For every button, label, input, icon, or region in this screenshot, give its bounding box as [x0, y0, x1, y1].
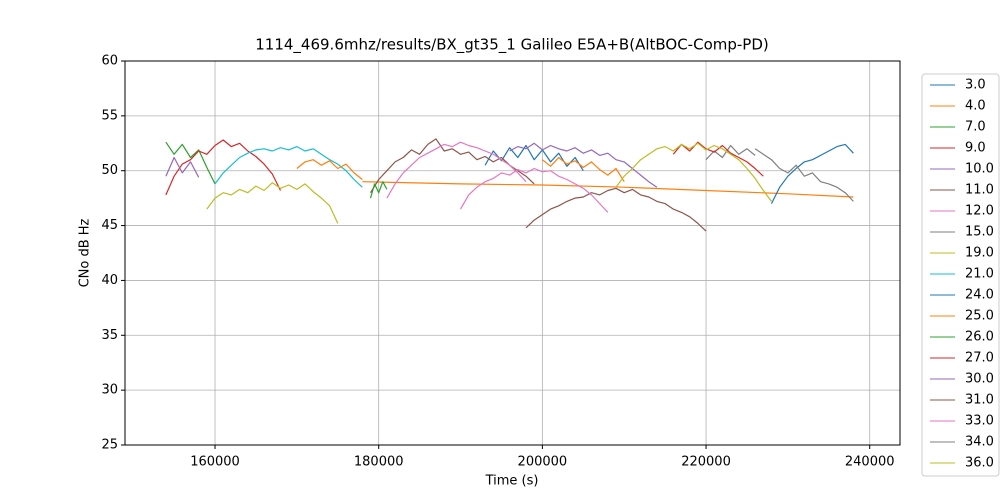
series-line — [165, 139, 282, 196]
series-line — [459, 167, 609, 213]
x-tick-label: 240000 — [845, 455, 895, 470]
series-line — [705, 144, 756, 161]
legend-label: 10.0 — [965, 162, 994, 177]
legend-label: 30.0 — [965, 372, 994, 387]
x-axis-label: Time (s) — [485, 474, 539, 489]
x-tick-label: 220000 — [681, 455, 731, 470]
legend-label: 24.0 — [965, 288, 994, 303]
y-tick-label: 45 — [101, 218, 118, 233]
legend-label: 25.0 — [965, 309, 994, 324]
series-line — [525, 187, 707, 232]
y-tick-label: 55 — [101, 108, 118, 123]
legend-label: 7.0 — [965, 120, 986, 135]
series-line — [165, 141, 216, 185]
y-tick-label: 35 — [101, 328, 118, 343]
x-tick-label: 180000 — [354, 455, 404, 470]
series-line — [206, 182, 339, 224]
legend-label: 3.0 — [965, 78, 986, 93]
y-tick-label: 30 — [101, 383, 118, 398]
legend-label: 19.0 — [965, 246, 994, 261]
series-line — [369, 181, 388, 199]
legend-label: 9.0 — [965, 141, 986, 156]
legend-label: 27.0 — [965, 351, 994, 366]
legend-label: 21.0 — [965, 267, 994, 282]
series-line — [165, 156, 200, 178]
x-tick-label: 200000 — [518, 455, 568, 470]
series-line — [362, 181, 854, 198]
legend-label: 4.0 — [965, 99, 986, 114]
series-line — [672, 141, 764, 177]
y-tick-label: 40 — [101, 273, 118, 288]
series-line — [484, 144, 584, 172]
series-line — [770, 143, 854, 204]
y-tick-label: 50 — [101, 163, 118, 178]
legend-label: 36.0 — [965, 456, 994, 471]
legend-label: 33.0 — [965, 414, 994, 429]
legend-label: 11.0 — [965, 183, 994, 198]
series-line — [615, 142, 772, 202]
legend-label: 31.0 — [965, 393, 994, 408]
legend-label: 12.0 — [965, 204, 994, 219]
series-line — [214, 146, 363, 188]
chart-title: 1114_469.6mhz/results/BX_gt35_1 Galileo … — [255, 36, 769, 55]
series-line — [296, 156, 625, 183]
y-axis-label: CNo dB Hz — [78, 218, 93, 287]
series-line — [386, 141, 527, 199]
y-tick-label: 25 — [101, 438, 118, 453]
series-line — [369, 138, 535, 194]
legend-label: 34.0 — [965, 435, 994, 450]
legend-label: 15.0 — [965, 225, 994, 240]
legend-box — [921, 73, 1000, 477]
x-tick-label: 160000 — [190, 455, 240, 470]
series-line — [754, 148, 854, 202]
y-tick-label: 60 — [101, 54, 118, 69]
plot-frame — [124, 60, 901, 446]
legend-label: 26.0 — [965, 330, 994, 345]
